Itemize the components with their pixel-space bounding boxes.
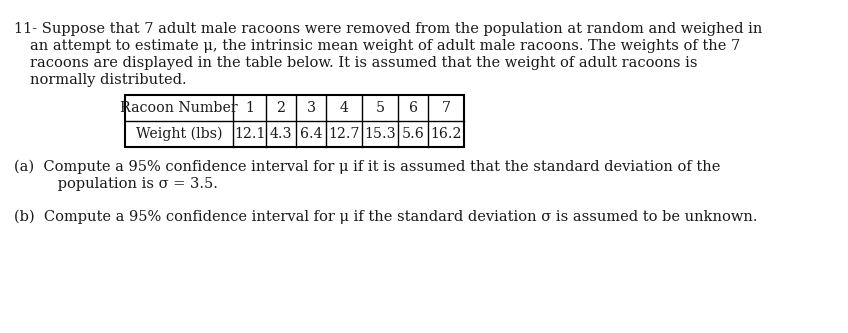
Text: (a)  Compute a 95% confidence interval for μ if it is assumed that the standard : (a) Compute a 95% confidence interval fo… — [14, 160, 720, 174]
Text: 16.2: 16.2 — [430, 127, 462, 141]
Text: population is σ = 3.5.: population is σ = 3.5. — [30, 177, 218, 191]
Text: (b)  Compute a 95% confidence interval for μ if the standard deviation σ is assu: (b) Compute a 95% confidence interval fo… — [14, 210, 757, 224]
Text: 3: 3 — [306, 101, 315, 115]
Text: Weight (lbs): Weight (lbs) — [136, 127, 222, 141]
Text: an attempt to estimate μ, the intrinsic mean weight of adult male racoons. The w: an attempt to estimate μ, the intrinsic … — [30, 39, 740, 53]
Text: 4.3: 4.3 — [270, 127, 293, 141]
Text: 15.3: 15.3 — [364, 127, 396, 141]
Text: 6.4: 6.4 — [299, 127, 322, 141]
Text: Racoon Number: Racoon Number — [120, 101, 237, 115]
Text: 2: 2 — [276, 101, 286, 115]
Text: 7: 7 — [442, 101, 450, 115]
Text: racoons are displayed in the table below. It is assumed that the weight of adult: racoons are displayed in the table below… — [30, 56, 698, 70]
Text: 12.1: 12.1 — [234, 127, 265, 141]
Text: 5: 5 — [376, 101, 384, 115]
Text: 12.7: 12.7 — [328, 127, 360, 141]
Text: 5.6: 5.6 — [402, 127, 424, 141]
Text: normally distributed.: normally distributed. — [30, 73, 187, 87]
Text: 4: 4 — [339, 101, 349, 115]
Text: 1: 1 — [245, 101, 254, 115]
Bar — [125, 95, 464, 147]
Text: 6: 6 — [409, 101, 417, 115]
Text: 11- Suppose that 7 adult male racoons were removed from the population at random: 11- Suppose that 7 adult male racoons we… — [14, 22, 762, 36]
